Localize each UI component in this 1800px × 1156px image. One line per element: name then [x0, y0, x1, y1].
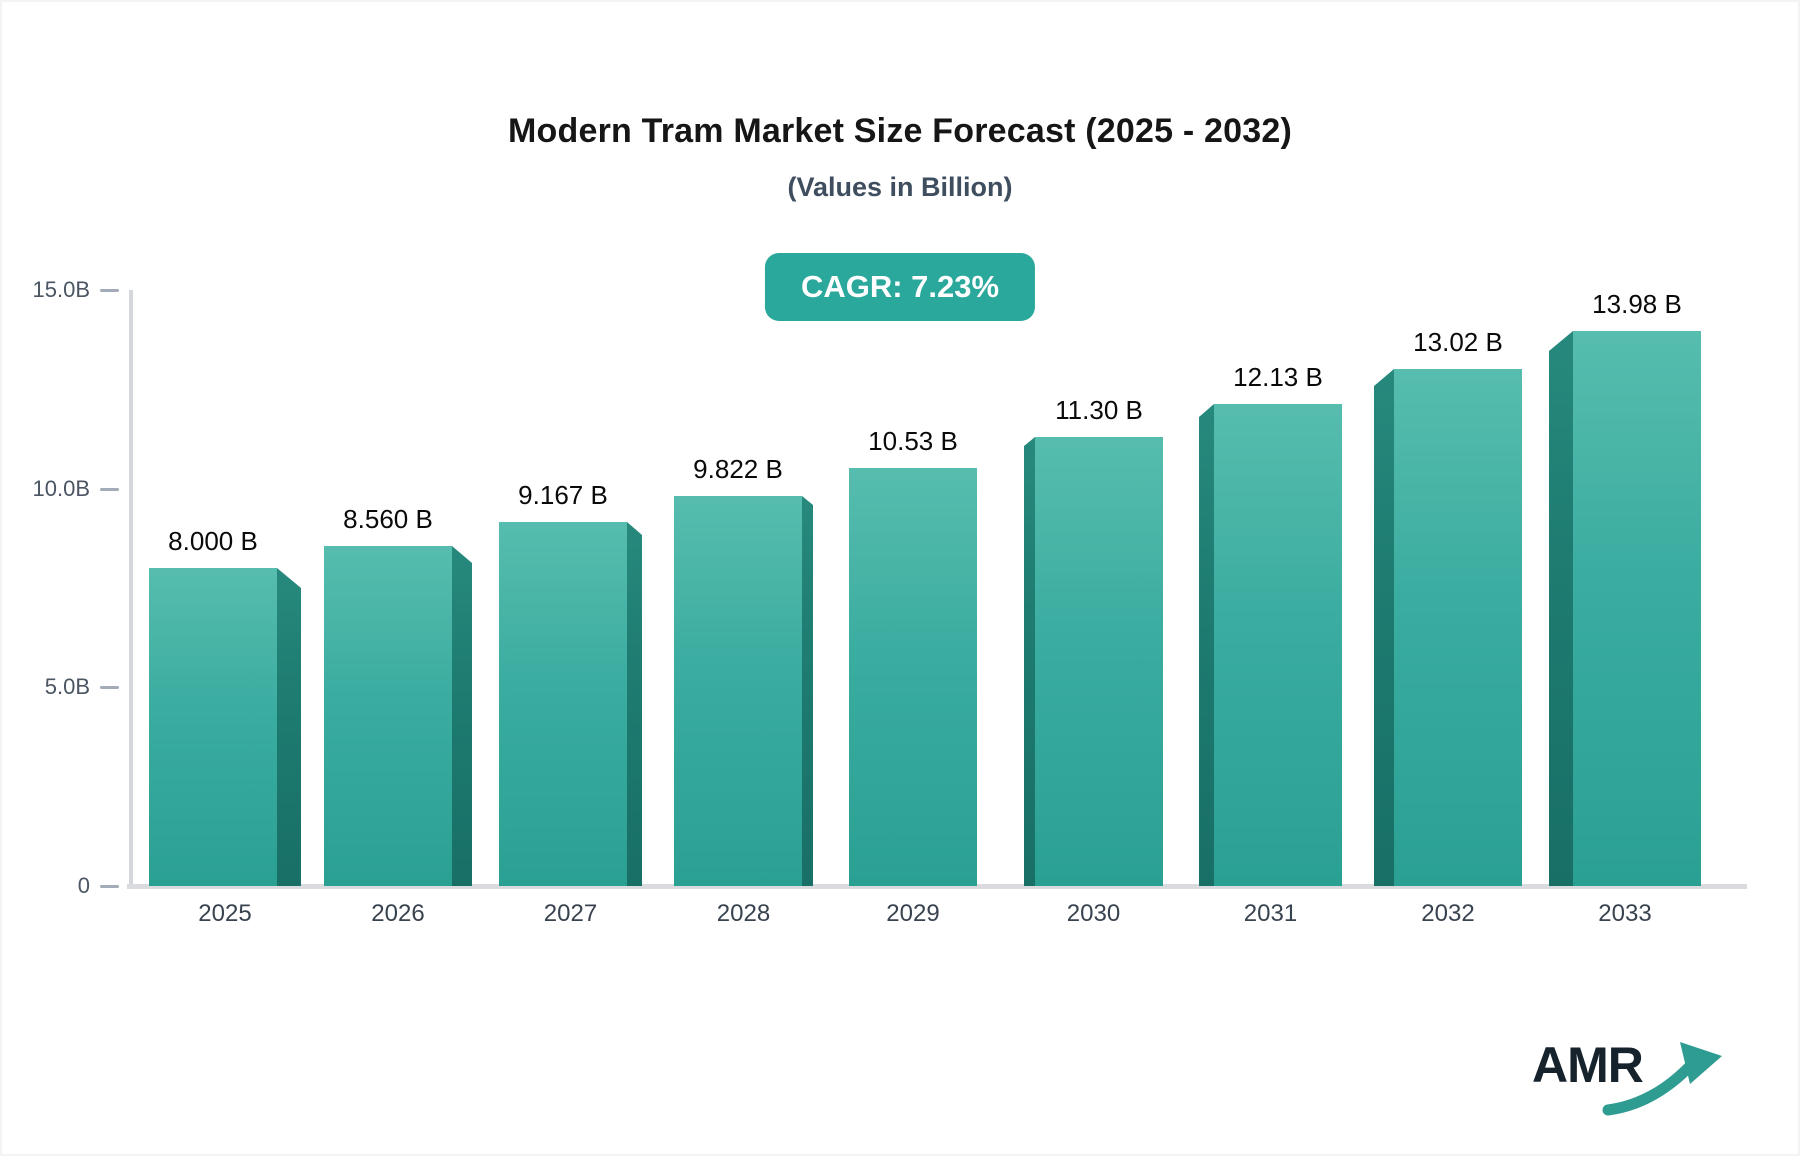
bar-side-2027	[627, 522, 642, 886]
y-tick-label: 10.0B	[32, 476, 91, 501]
y-tick-dash	[100, 885, 119, 888]
chart-subtitle: (Values in Billion)	[787, 172, 1013, 202]
x-tick-label: 2031	[1243, 900, 1298, 927]
bar-face-2031	[1214, 404, 1342, 886]
y-tick-label: 0	[77, 873, 90, 898]
amr-logo-text: AMR	[1532, 1037, 1644, 1093]
x-tick-label: 2026	[371, 900, 425, 927]
y-tick-label: 15.0B	[32, 277, 91, 302]
bar-value-label: 13.02 B	[1413, 327, 1503, 357]
x-axis-line	[127, 884, 1747, 889]
bar-face-2030	[1035, 437, 1163, 886]
bar-face-2028	[674, 496, 802, 886]
y-axis-line	[129, 290, 133, 886]
x-tick-label: 2032	[1421, 900, 1475, 927]
x-tick-label: 2030	[1066, 900, 1121, 927]
bar-face-2032	[1394, 369, 1522, 886]
bar-side-2028	[802, 496, 813, 886]
y-tick-label: 5.0B	[44, 674, 90, 699]
bar-face-2026	[324, 546, 452, 886]
y-tick-dash	[100, 686, 119, 689]
bar-value-label: 8.000 B	[168, 526, 258, 556]
bar-value-label: 13.98 B	[1592, 289, 1682, 319]
bar-value-label: 9.822 B	[693, 454, 783, 484]
bar-side-2032	[1374, 369, 1394, 886]
bar-side-2025	[277, 568, 301, 886]
chart-title: Modern Tram Market Size Forecast (2025 -…	[508, 112, 1292, 150]
bar-value-label: 9.167 B	[518, 480, 608, 510]
y-tick-dash	[100, 488, 119, 491]
bar-side-2026	[452, 546, 472, 886]
x-tick-label: 2028	[716, 900, 771, 927]
bar-face-2029	[849, 468, 977, 886]
y-tick-dash	[100, 289, 119, 292]
x-tick-label: 2033	[1598, 900, 1652, 927]
growth-arrow-icon	[1602, 1042, 1722, 1116]
bar-value-label: 10.53 B	[868, 426, 958, 456]
bar-side-2031	[1199, 404, 1214, 886]
amr-logo: AMR	[1532, 1036, 1742, 1126]
bar-face-2033	[1573, 331, 1701, 886]
cagr-badge: CAGR: 7.23%	[764, 253, 1036, 321]
bar-side-2033	[1549, 331, 1573, 886]
x-tick-label: 2029	[886, 900, 940, 927]
x-tick-label: 2025	[198, 900, 252, 927]
bar-face-2027	[499, 522, 627, 886]
x-tick-label: 2027	[543, 900, 598, 927]
bar-value-label: 11.30 B	[1055, 395, 1143, 425]
bar-face-2025	[149, 568, 277, 886]
bar-side-2030	[1024, 437, 1035, 886]
bar-value-label: 8.560 B	[343, 504, 433, 534]
bar-value-label: 12.13 B	[1233, 362, 1323, 392]
